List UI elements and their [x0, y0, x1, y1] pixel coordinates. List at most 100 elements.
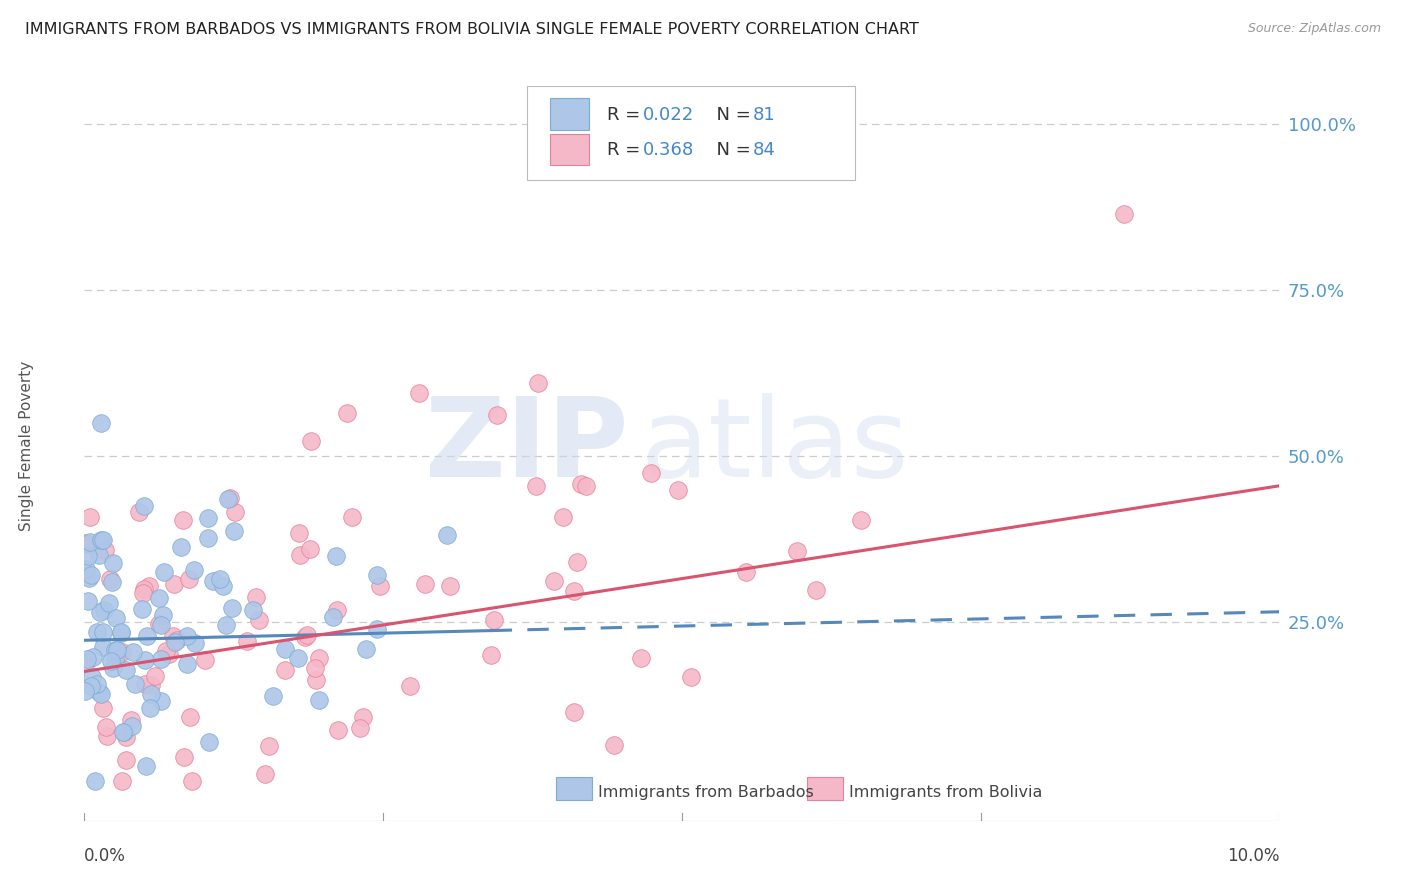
Point	[242, 603, 264, 617]
Point	[681, 669, 703, 683]
Point	[90, 533, 112, 547]
Point	[75, 655, 97, 669]
Point	[103, 661, 125, 675]
Point	[224, 505, 246, 519]
Point	[170, 540, 193, 554]
Point	[308, 651, 330, 665]
Point	[149, 652, 172, 666]
Point	[183, 563, 205, 577]
Text: Immigrants from Bolivia: Immigrants from Bolivia	[849, 785, 1043, 799]
Point	[197, 510, 219, 524]
Point	[138, 579, 160, 593]
Point	[786, 544, 808, 558]
Point	[294, 630, 316, 644]
Point	[322, 610, 344, 624]
Point	[87, 685, 110, 699]
Point	[80, 568, 103, 582]
Point	[105, 642, 128, 657]
Point	[325, 549, 347, 563]
Point	[104, 652, 127, 666]
Text: ZIP: ZIP	[425, 392, 628, 500]
Text: 0.022: 0.022	[643, 106, 693, 124]
Point	[485, 408, 508, 422]
Point	[90, 416, 112, 430]
Point	[562, 583, 585, 598]
Point	[114, 664, 136, 678]
Point	[79, 571, 101, 585]
Point	[304, 661, 326, 675]
Point	[439, 579, 461, 593]
Point	[202, 574, 225, 589]
Point	[553, 510, 575, 524]
Point	[197, 531, 219, 545]
Text: R =: R =	[606, 141, 645, 159]
Point	[436, 528, 458, 542]
Point	[111, 645, 134, 659]
Text: N =: N =	[704, 106, 756, 124]
Text: 0.368: 0.368	[643, 141, 693, 159]
Point	[640, 466, 662, 480]
Point	[122, 644, 145, 658]
Point	[366, 622, 388, 636]
Point	[287, 651, 309, 665]
Point	[575, 479, 598, 493]
Text: 0.0%: 0.0%	[84, 847, 127, 865]
Text: Single Female Poverty: Single Female Poverty	[20, 361, 35, 531]
Point	[77, 594, 100, 608]
Text: IMMIGRANTS FROM BARBADOS VS IMMIGRANTS FROM BOLIVIA SINGLE FEMALE POVERTY CORREL: IMMIGRANTS FROM BARBADOS VS IMMIGRANTS F…	[25, 22, 920, 37]
Point	[235, 633, 257, 648]
Point	[172, 513, 194, 527]
Point	[75, 536, 97, 550]
Point	[98, 596, 121, 610]
Point	[217, 491, 239, 506]
Point	[221, 601, 243, 615]
Point	[120, 713, 142, 727]
Point	[134, 677, 156, 691]
Point	[804, 583, 827, 598]
Point	[94, 720, 117, 734]
Point	[666, 483, 689, 497]
Point	[245, 591, 267, 605]
Point	[173, 750, 195, 764]
Point	[527, 376, 550, 390]
Point	[148, 617, 170, 632]
Point	[132, 582, 155, 596]
Point	[368, 579, 391, 593]
Point	[98, 572, 121, 586]
Point	[166, 632, 188, 647]
FancyBboxPatch shape	[551, 98, 589, 130]
Point	[157, 647, 180, 661]
Point	[352, 710, 374, 724]
Point	[101, 557, 124, 571]
Point	[198, 735, 221, 749]
Point	[163, 577, 186, 591]
Point	[219, 491, 242, 505]
Point	[100, 654, 122, 668]
Point	[134, 653, 156, 667]
Point	[82, 650, 104, 665]
Point	[262, 689, 284, 703]
Point	[326, 723, 349, 738]
Text: 10.0%: 10.0%	[1227, 847, 1279, 865]
Text: 81: 81	[752, 106, 775, 124]
Point	[176, 657, 198, 671]
Text: 84: 84	[752, 141, 775, 159]
Text: Immigrants from Barbados: Immigrants from Barbados	[599, 785, 814, 799]
Point	[82, 670, 104, 684]
Point	[274, 663, 297, 677]
Point	[110, 626, 132, 640]
Point	[110, 624, 132, 639]
Point	[135, 759, 157, 773]
Point	[851, 513, 873, 527]
Point	[298, 541, 321, 556]
Point	[569, 476, 592, 491]
Point	[208, 573, 231, 587]
Point	[479, 648, 502, 662]
Point	[143, 669, 166, 683]
Point	[356, 641, 378, 656]
Point	[139, 701, 162, 715]
Point	[139, 687, 162, 701]
Point	[86, 624, 108, 639]
Text: N =: N =	[704, 141, 756, 159]
Point	[101, 574, 124, 589]
